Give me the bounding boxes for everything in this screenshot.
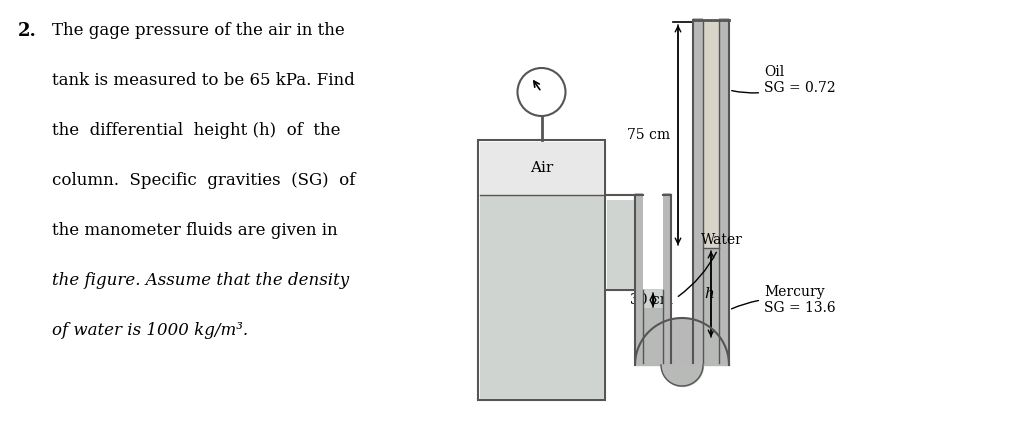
Bar xyxy=(643,308,663,363)
Text: 30 cm: 30 cm xyxy=(630,293,672,307)
Bar xyxy=(480,195,604,398)
Bar xyxy=(606,200,633,289)
Bar xyxy=(605,195,635,290)
Text: the  differential  height (h)  of  the: the differential height (h) of the xyxy=(52,122,341,139)
Text: the figure. Assume that the density: the figure. Assume that the density xyxy=(52,272,349,289)
Text: 2.: 2. xyxy=(18,22,37,40)
Text: The gage pressure of the air in the: The gage pressure of the air in the xyxy=(52,22,345,39)
Bar xyxy=(703,246,719,363)
Bar xyxy=(480,141,604,195)
Bar xyxy=(635,193,643,363)
Bar xyxy=(643,290,663,363)
Text: tank is measured to be 65 kPa. Find: tank is measured to be 65 kPa. Find xyxy=(52,72,354,89)
Text: Water: Water xyxy=(679,233,743,297)
Text: Oil
SG = 0.72: Oil SG = 0.72 xyxy=(731,65,836,95)
Bar xyxy=(703,20,719,248)
Circle shape xyxy=(518,68,566,116)
Bar xyxy=(719,18,729,363)
Text: Mercury
SG = 13.6: Mercury SG = 13.6 xyxy=(731,285,836,315)
Text: of water is 1000 kg/m³.: of water is 1000 kg/m³. xyxy=(52,322,249,339)
Bar xyxy=(478,140,605,400)
Text: column.  Specific  gravities  (SG)  of: column. Specific gravities (SG) of xyxy=(52,172,355,189)
Text: 75 cm: 75 cm xyxy=(627,128,670,142)
Text: the manometer fluids are given in: the manometer fluids are given in xyxy=(52,222,338,239)
Text: Air: Air xyxy=(529,161,553,174)
Text: h: h xyxy=(704,287,714,301)
Bar xyxy=(663,193,671,363)
Bar xyxy=(693,18,703,363)
